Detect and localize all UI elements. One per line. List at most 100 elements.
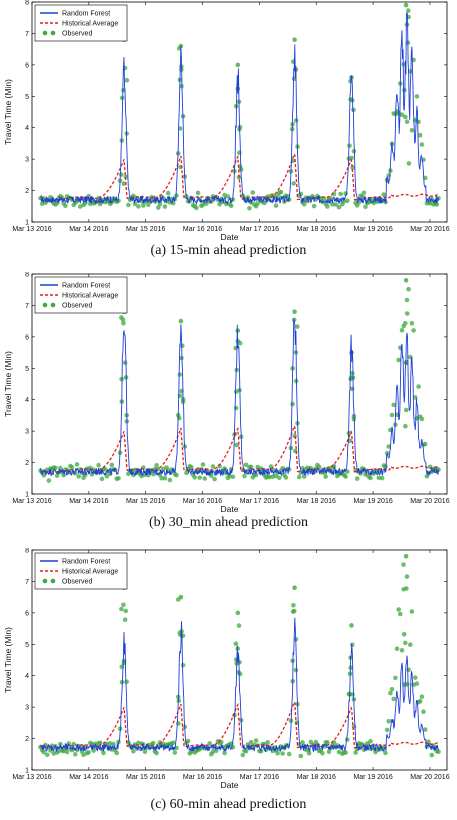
y-tick-label: 4 (25, 397, 29, 404)
observed-point (403, 114, 408, 120)
observed-point (383, 750, 388, 756)
observed-point (278, 189, 284, 195)
x-tick-label: Mar 18 2016 (297, 498, 336, 505)
observed-point (291, 181, 297, 186)
legend-swatch-observed (50, 30, 56, 36)
observed-point (311, 203, 317, 209)
observed-point (151, 471, 156, 477)
observed-point (404, 297, 410, 303)
observed-point (399, 648, 405, 653)
observed-point (192, 475, 197, 480)
observed-point (359, 194, 365, 199)
observed-point (277, 475, 282, 481)
observed-point (204, 201, 209, 206)
x-tick-label: Mar 13 2016 (12, 498, 51, 505)
y-tick-label: 7 (25, 579, 29, 586)
y-tick-label: 3 (25, 157, 29, 164)
observed-point (347, 143, 352, 148)
observed-point (406, 286, 411, 292)
y-tick-label: 6 (25, 62, 29, 69)
observed-point (124, 77, 130, 83)
observed-point (189, 465, 194, 470)
x-tick-label: Mar 15 2016 (126, 498, 165, 505)
observed-point (97, 740, 103, 746)
observed-point (338, 191, 343, 197)
observed-point (126, 202, 131, 208)
observed-point (275, 750, 280, 756)
observed-point (350, 370, 355, 376)
observed-point (429, 752, 435, 758)
x-tick-label: Mar 14 2016 (69, 774, 108, 781)
x-axis-label: Date (221, 504, 239, 512)
observed-point (210, 464, 216, 469)
observed-point (176, 698, 182, 704)
observed-point (121, 320, 126, 326)
observed-point (350, 642, 355, 648)
observed-point (333, 202, 339, 207)
observed-point (237, 124, 243, 130)
observed-point (111, 741, 116, 747)
observed-point (325, 204, 330, 209)
y-tick-label: 5 (25, 642, 29, 649)
observed-point (250, 190, 256, 195)
x-tick-label: Mar 15 2016 (126, 774, 165, 781)
y-tick-label: 5 (25, 366, 29, 373)
y-tick-label: 4 (25, 125, 29, 132)
chart-a: 1 2 3 4 5 6 7 8 Mar 13 2016 Mar 14 2016 Mar 15 201… (3, 0, 450, 240)
legend-swatch-observed (42, 302, 48, 308)
y-tick-label: 5 (25, 94, 29, 101)
y-tick-label: 8 (25, 548, 29, 555)
x-tick-label: Mar 16 2016 (183, 774, 222, 781)
observed-point (237, 150, 242, 155)
x-tick-label: Mar 15 2016 (126, 226, 165, 233)
observed-point (234, 442, 239, 448)
observed-point (132, 201, 138, 207)
observed-point (306, 751, 312, 756)
observed-point (159, 475, 164, 481)
observed-point (86, 750, 91, 755)
random-forest-line (40, 12, 439, 206)
observed-point (353, 750, 358, 755)
x-tick-label: Mar 20 2016 (410, 226, 449, 233)
observed-point (174, 473, 179, 478)
y-tick-label: 8 (25, 272, 29, 279)
observed-point (404, 574, 410, 579)
legend-label: Historical Average (62, 293, 118, 300)
observed-point (121, 602, 126, 608)
y-tick-label: 8 (25, 0, 29, 7)
x-tick-label: Mar 17 2016 (240, 226, 279, 233)
x-tick-label: Mar 20 2016 (410, 498, 449, 505)
observed-point (363, 204, 368, 210)
y-tick-label: 3 (25, 705, 29, 712)
observed-point (416, 384, 421, 389)
observed-point (388, 690, 393, 696)
x-tick-label: Mar 17 2016 (240, 498, 279, 505)
observed-point (233, 405, 239, 411)
observed-point (235, 62, 241, 68)
observed-point (122, 360, 128, 365)
observed-point (296, 474, 302, 480)
observed-point (368, 738, 373, 744)
observed-point (44, 752, 50, 758)
observed-point (230, 474, 236, 480)
chart-b: 1 2 3 4 5 6 7 8 Mar 13 2016 Mar 14 2016 Mar 15 201… (3, 272, 450, 512)
observed-point (414, 94, 420, 99)
observed-point (248, 739, 254, 745)
observed-point (233, 641, 239, 646)
observed-point (349, 623, 354, 628)
observed-point (265, 740, 271, 745)
observed-point (404, 119, 410, 124)
observed-point (345, 469, 350, 474)
observed-point (321, 196, 327, 202)
legend-label: Observed (62, 31, 92, 38)
observed-point (345, 737, 350, 742)
legend-swatch-observed (50, 578, 56, 584)
observed-point (253, 738, 259, 743)
observed-point (417, 698, 423, 704)
observed-point (154, 750, 159, 756)
observed-point (389, 687, 395, 692)
observed-point (419, 694, 425, 699)
observed-point (401, 562, 406, 567)
legend-label: Historical Average (62, 569, 118, 576)
observed-point (56, 748, 62, 754)
